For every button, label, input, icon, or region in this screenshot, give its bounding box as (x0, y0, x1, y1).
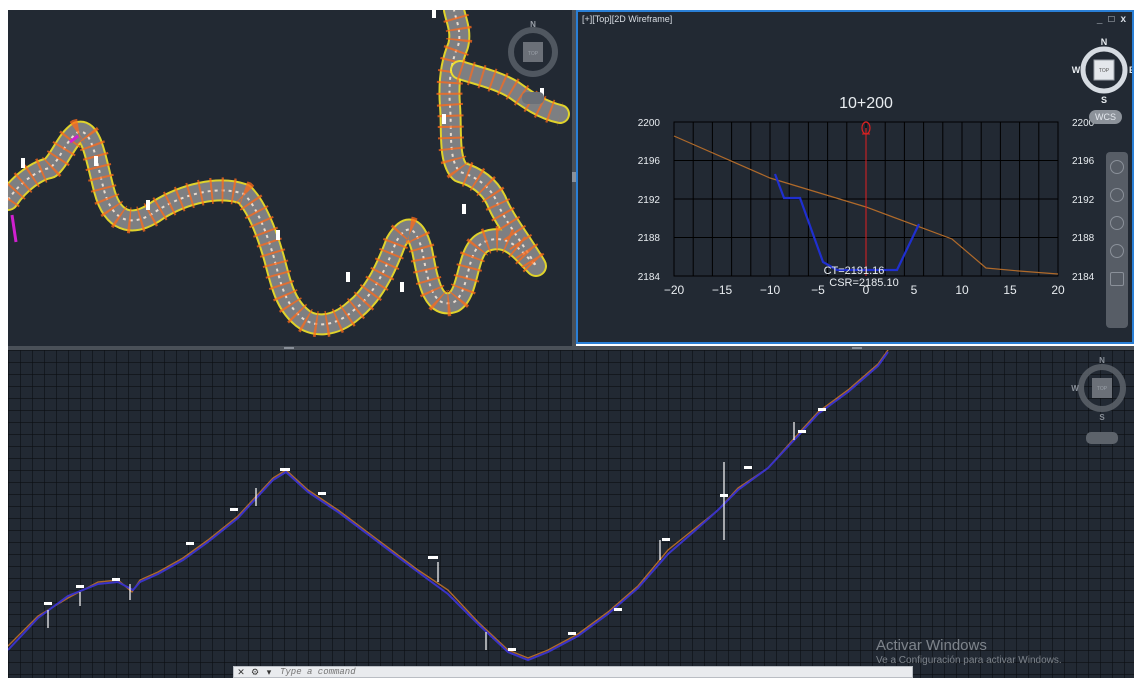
station-title: 10+200 (839, 95, 893, 112)
ground-line (673, 135, 1059, 275)
centerline-marker (861, 121, 871, 276)
plan-viewport[interactable]: TOP N (8, 10, 572, 346)
cross-section-drawing: 10+200 2200 2196 2192 2188 2184 2200 219… (638, 37, 1134, 297)
command-input[interactable] (276, 667, 912, 677)
x-tick-m10: −10 (760, 283, 781, 297)
y-tick-2200: 2200 (638, 118, 661, 129)
minimize-button[interactable]: _ (1096, 14, 1103, 25)
viewcube-section-n: N (1101, 37, 1108, 47)
y-tick-right-2200: 2200 (1072, 118, 1095, 129)
steering-wheel-icon[interactable] (1110, 160, 1124, 174)
y-axis-left: 2200 2196 2192 2188 2184 (638, 118, 661, 283)
pan-icon[interactable] (1110, 188, 1124, 202)
orbit-icon[interactable] (1110, 244, 1124, 258)
viewcube-section-w: W (1072, 65, 1081, 75)
restore-button[interactable]: □ (1108, 14, 1115, 25)
customize-icon[interactable]: ⚙ (250, 666, 260, 677)
viewcube-profile-w: W (1071, 384, 1079, 393)
horizontal-splitter[interactable] (8, 346, 1134, 350)
y-tick-2184: 2184 (638, 272, 661, 283)
profile-drawing[interactable]: TOP N S W (8, 350, 1134, 678)
command-line: ✕ ⚙ ▾ (233, 666, 913, 678)
viewcube-plan-n: N (530, 20, 536, 29)
viewcube-profile[interactable]: TOP N S W (1071, 356, 1126, 444)
navigation-bar (1106, 152, 1128, 328)
y-axis-right: 2200 2196 2192 2188 2184 (1072, 118, 1095, 283)
section-viewport[interactable]: [+][Top][2D Wireframe] _ □ x (576, 10, 1134, 344)
profile-station-markers (47, 422, 795, 650)
viewcube-plan[interactable]: TOP N (508, 20, 558, 104)
x-tick-m5: −5 (811, 283, 825, 297)
viewport-label[interactable]: [+][Top][2D Wireframe] (582, 14, 673, 24)
plan-drawing[interactable]: TOP N (8, 10, 572, 346)
zoom-icon[interactable] (1110, 216, 1124, 230)
y-tick-right-2196: 2196 (1072, 156, 1095, 167)
vertical-splitter[interactable] (572, 10, 576, 346)
x-tick-m15: −15 (712, 283, 733, 297)
x-tick-20: 20 (1051, 283, 1065, 297)
viewcube-profile-s: S (1099, 413, 1105, 422)
profile-design-line (8, 351, 889, 662)
watermark-subtitle: Ve a Configuración para activar Windows. (876, 655, 1062, 666)
viewcube-section-e: E (1129, 65, 1134, 75)
viewcube-plan-face: TOP (528, 51, 539, 57)
viewport-window-controls: _ □ x (1097, 14, 1126, 25)
profile-grid (8, 350, 1134, 678)
y-tick-2188: 2188 (638, 233, 661, 244)
viewcube-section[interactable]: TOP N S E W (1072, 37, 1134, 105)
x-tick-0: 0 (863, 283, 870, 297)
road-alignment[interactable] (8, 10, 570, 338)
close-icon[interactable]: ✕ (237, 666, 245, 677)
viewcube-profile-face: TOP (1097, 386, 1108, 392)
y-tick-right-2188: 2188 (1072, 233, 1095, 244)
x-tick-5: 5 (911, 283, 918, 297)
road-template (773, 173, 920, 272)
profile-labels (44, 408, 826, 651)
y-tick-right-2184: 2184 (1072, 272, 1095, 283)
x-tick-m20: −20 (664, 283, 685, 297)
recent-commands-icon[interactable]: ▾ (266, 666, 272, 677)
x-tick-15: 15 (1003, 283, 1017, 297)
viewcube-section-s: S (1101, 95, 1107, 105)
windows-activation-watermark: Activar Windows Ve a Configuración para … (876, 637, 1062, 667)
y-tick-right-2192: 2192 (1072, 195, 1095, 206)
y-tick-2192: 2192 (638, 195, 661, 206)
ct-label: CT=2191.16 (824, 265, 885, 277)
profile-viewport[interactable]: TOP N S W (8, 350, 1134, 678)
viewcube-profile-n: N (1099, 356, 1105, 365)
viewcube-section-face: TOP (1099, 68, 1110, 74)
x-axis: −20 −15 −10 −5 0 5 10 15 20 (664, 283, 1065, 297)
close-button[interactable]: x (1120, 14, 1126, 25)
x-tick-10: 10 (955, 283, 969, 297)
showmotion-icon[interactable] (1110, 272, 1124, 286)
csr-label: CSR=2185.10 (829, 277, 898, 289)
y-tick-2196: 2196 (638, 156, 661, 167)
wcs-menu[interactable]: WCS (1089, 110, 1122, 124)
watermark-title: Activar Windows (876, 637, 987, 654)
